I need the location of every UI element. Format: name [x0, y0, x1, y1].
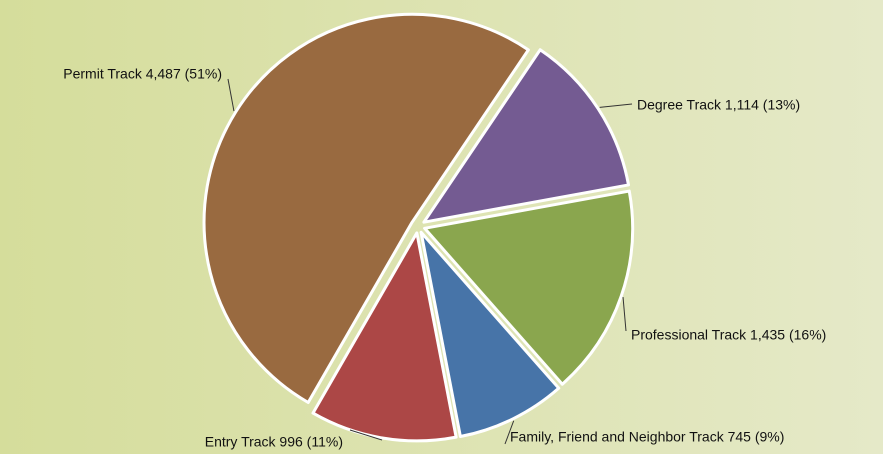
slice-label: Permit Track 4,487 (51%)	[63, 66, 222, 82]
pie-slice	[419, 230, 561, 439]
pie-slice	[311, 231, 458, 443]
leader-line	[622, 297, 627, 332]
slice-label: Entry Track 996 (11%)	[205, 434, 343, 450]
pie-slice	[422, 48, 631, 224]
pie-slice	[202, 12, 530, 404]
slice-label: Professional Track 1,435 (16%)	[631, 327, 826, 343]
leader-line	[504, 420, 515, 445]
leader-line	[599, 103, 633, 108]
slice-label: Family, Friend and Neighbor Track 745 (9…	[510, 429, 784, 445]
leader-line	[349, 429, 383, 441]
pie-slice	[423, 189, 635, 386]
slice-label: Degree Track 1,114 (13%)	[637, 97, 800, 113]
leader-line	[227, 78, 235, 112]
